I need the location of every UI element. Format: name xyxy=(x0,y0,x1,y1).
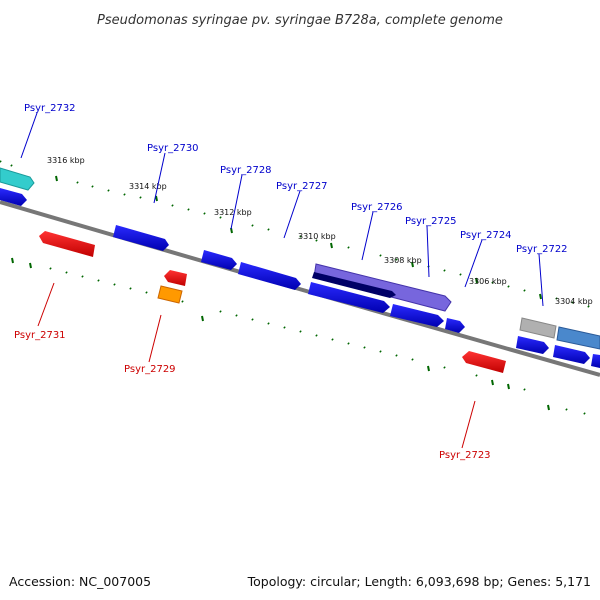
gene-arrow-forward[interactable] xyxy=(591,354,600,368)
gene-arrow-psyr-2732[interactable] xyxy=(0,167,35,191)
gene-label[interactable]: Psyr_2727 xyxy=(276,181,328,192)
gene-arrow-reverse[interactable] xyxy=(164,270,187,286)
gene-labels: Psyr_2732 Psyr_2730 Psyr_2728 Psyr_2727 … xyxy=(14,103,568,461)
gene-label[interactable]: Psyr_2730 xyxy=(147,143,199,154)
kbp-labels: 3316 kbp 3314 kbp 3312 kbp 3310 kbp 3308… xyxy=(47,156,593,306)
gene-label[interactable]: Psyr_2732 xyxy=(24,103,76,114)
gene-label[interactable]: Psyr_2731 xyxy=(14,330,66,341)
tick-label: 3314 kbp xyxy=(129,182,167,191)
gene-arrow-forward[interactable] xyxy=(553,345,590,364)
tick-label: 3308 kbp xyxy=(384,256,422,265)
accession-text: Accession: NC_007005 xyxy=(9,574,151,589)
tick-track-inner xyxy=(11,257,586,415)
gene-label[interactable]: Psyr_2728 xyxy=(220,165,272,176)
gene-arrow-psyr-2725[interactable] xyxy=(390,304,444,327)
map-title: Pseudomonas syringae pv. syringae B728a,… xyxy=(97,13,503,28)
gene-arrow-psyr-2727[interactable] xyxy=(238,262,301,290)
genome-summary-text: Topology: circular; Length: 6,093,698 bp… xyxy=(247,574,591,589)
gene-label[interactable]: Psyr_2725 xyxy=(405,216,457,227)
gene-arrow-dark-overlay[interactable] xyxy=(312,272,396,298)
gene-label[interactable]: Psyr_2722 xyxy=(516,244,568,255)
gene-arrow-psyr-2729[interactable] xyxy=(157,285,183,304)
gene-arrow-forward[interactable] xyxy=(0,188,27,206)
gene-arrow-forward[interactable] xyxy=(556,326,600,350)
label-leaders xyxy=(20,112,544,449)
gene-arrow-psyr-2728[interactable] xyxy=(201,250,237,270)
gene-arrow-forward[interactable] xyxy=(516,336,549,354)
gene-label[interactable]: Psyr_2724 xyxy=(460,230,512,241)
gene-arrow-psyr-2723[interactable] xyxy=(462,351,506,373)
tick-label: 3304 kbp xyxy=(555,297,593,306)
tick-label: 3316 kbp xyxy=(47,156,85,165)
gene-arrow-psyr-2722[interactable] xyxy=(519,317,557,339)
gene-arrow-forward[interactable] xyxy=(308,282,390,313)
gene-label[interactable]: Psyr_2729 xyxy=(124,364,176,375)
reverse-genes xyxy=(39,231,506,373)
gene-arrow-psyr-2724[interactable] xyxy=(445,318,465,333)
gene-arrow-psyr-2730[interactable] xyxy=(113,225,169,251)
tick-label: 3312 kbp xyxy=(214,208,252,217)
gene-arrow-psyr-2731[interactable] xyxy=(39,231,95,257)
gene-label[interactable]: Psyr_2726 xyxy=(351,202,403,213)
tick-label: 3310 kbp xyxy=(298,232,336,241)
tick-track-outer xyxy=(0,160,590,308)
genome-backbone xyxy=(0,200,600,377)
tick-label: 3306 kbp xyxy=(469,277,507,286)
forward-genes xyxy=(0,167,600,368)
gene-label[interactable]: Psyr_2723 xyxy=(439,450,491,461)
